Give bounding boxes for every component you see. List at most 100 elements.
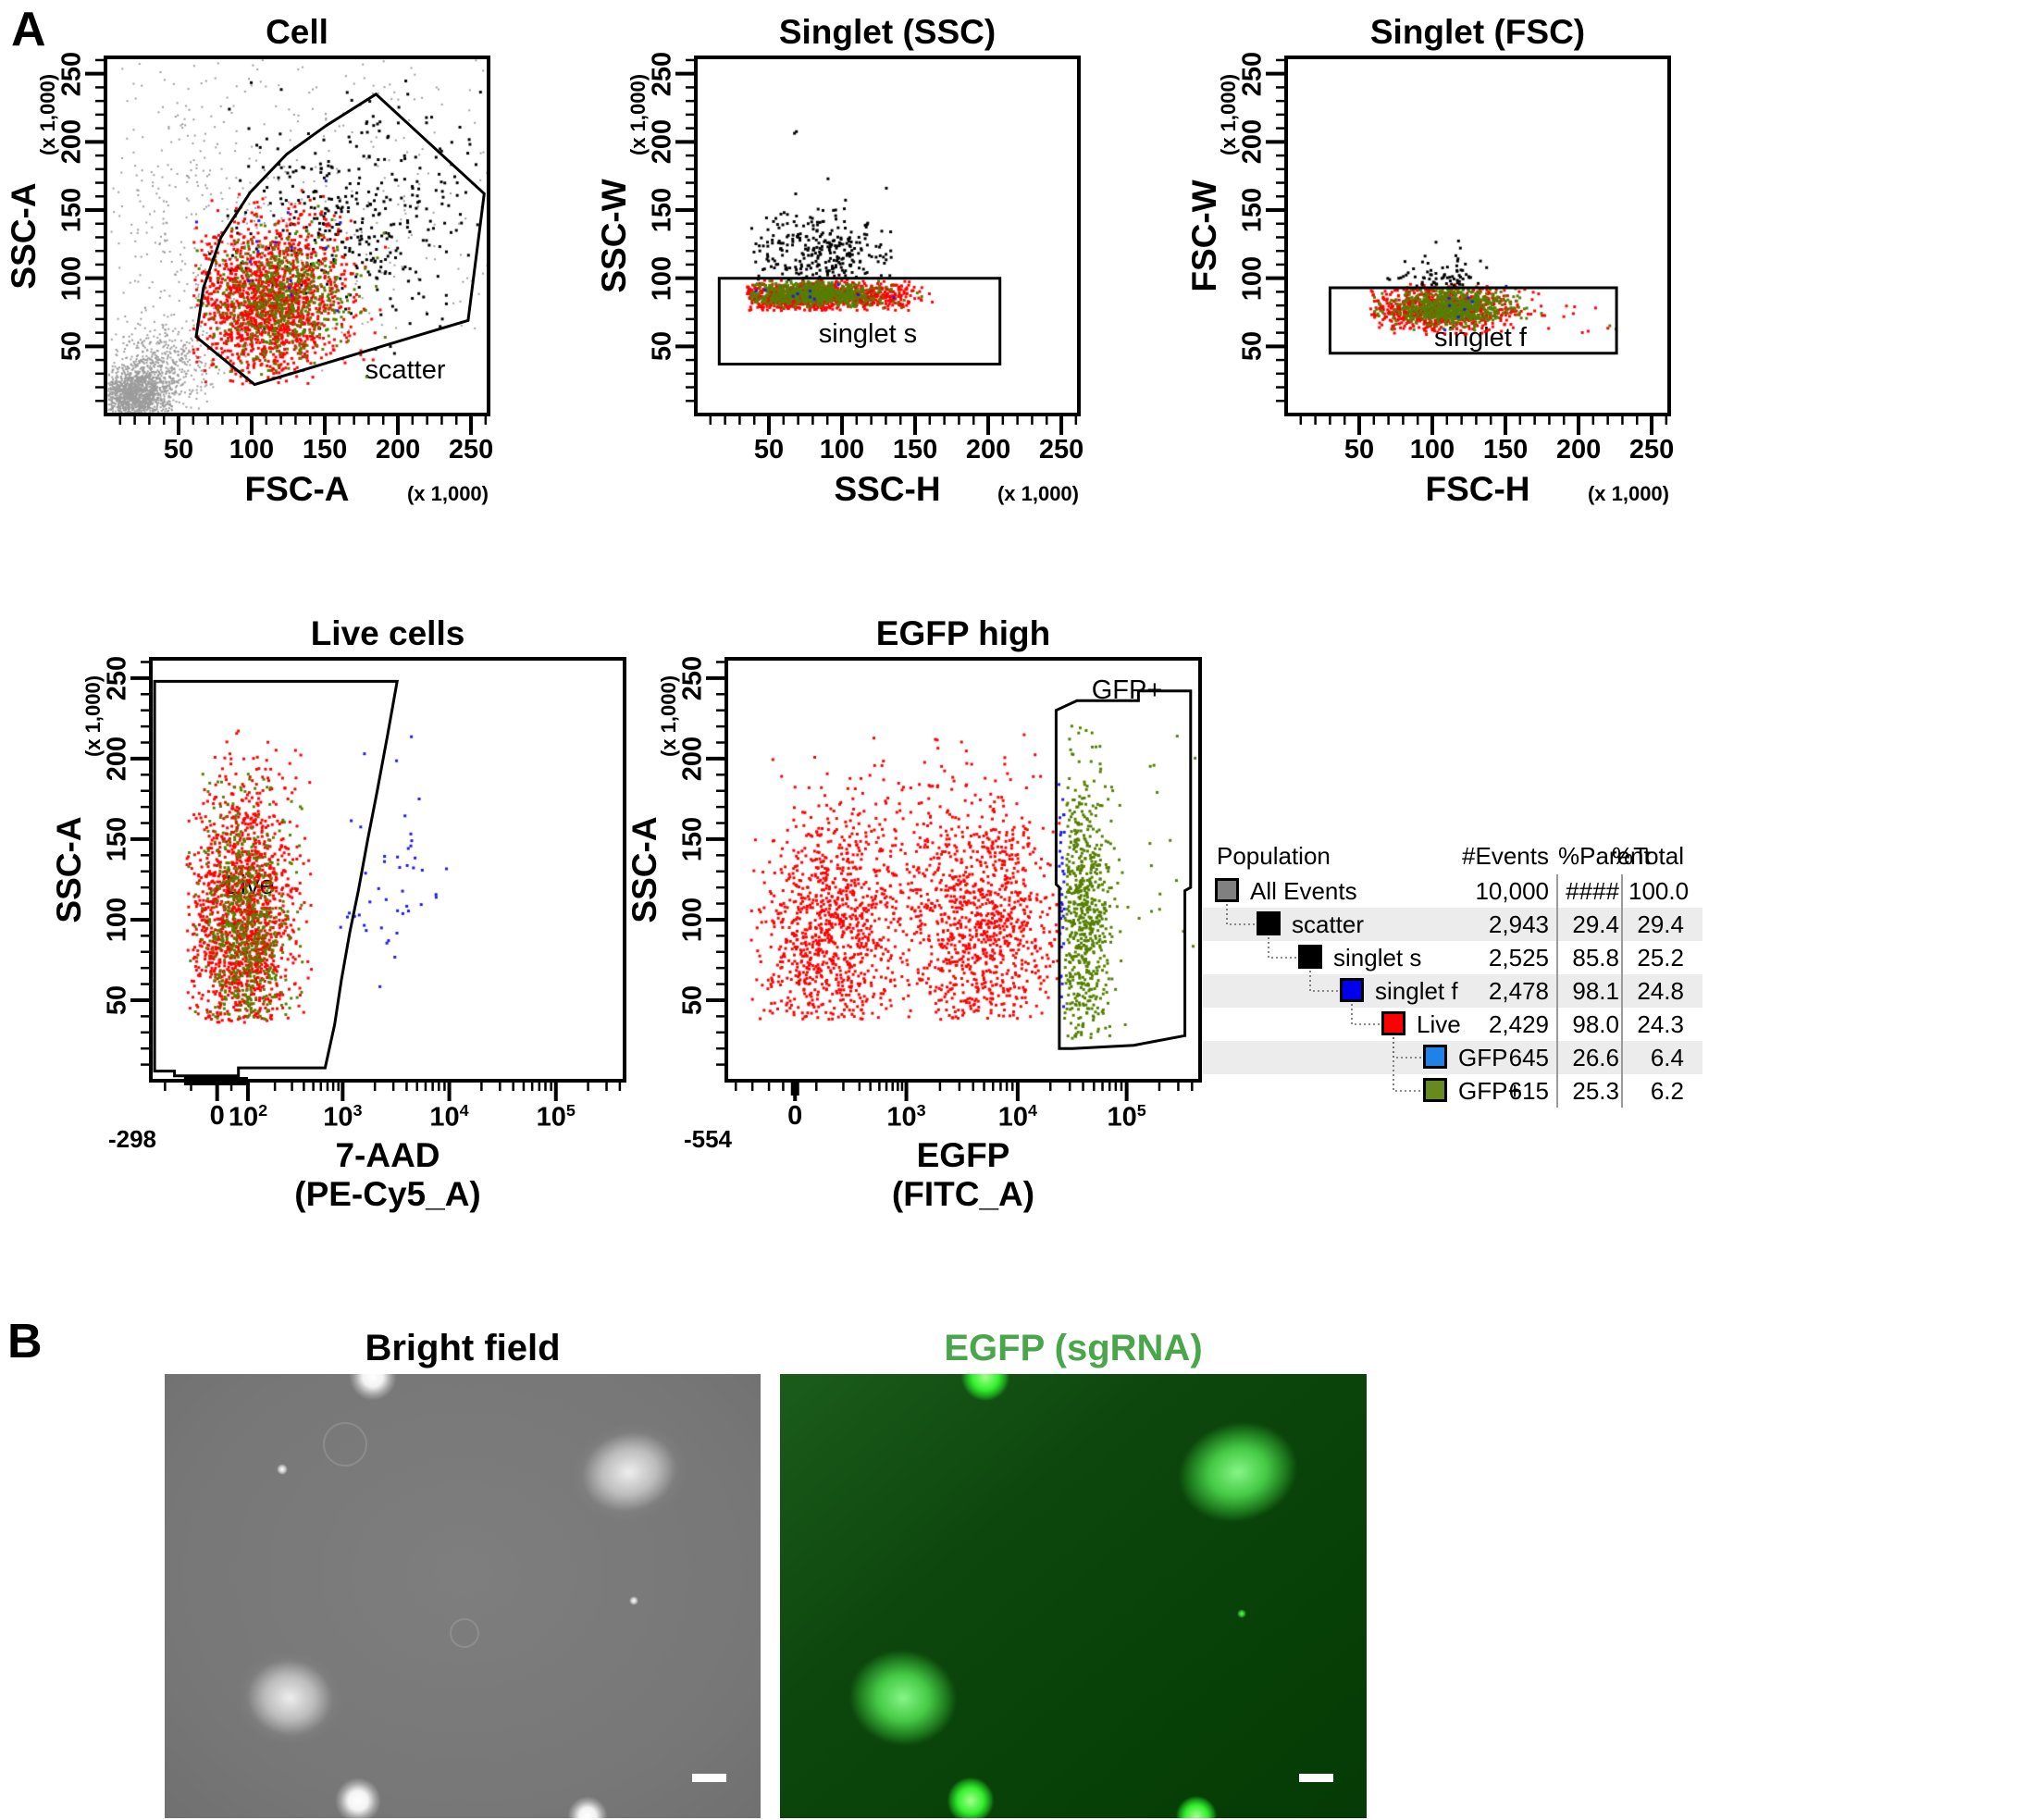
bright-field-image bbox=[165, 1374, 761, 1818]
x-tick-label: 200 bbox=[1555, 435, 1602, 464]
percent-parent-value: 26.6 bbox=[1572, 1044, 1619, 1071]
x-tick-label: 200 bbox=[965, 435, 1011, 464]
population-swatch bbox=[1298, 945, 1322, 969]
population-row-gfp: GFP 645 26.6 6.4 bbox=[1203, 1041, 1702, 1074]
y-tick-label: 150 bbox=[647, 187, 677, 233]
plot-title: Live cells bbox=[310, 614, 465, 652]
y-tick-label: 150 bbox=[677, 816, 708, 862]
y-tick-label: 50 bbox=[647, 331, 677, 362]
y-tick-label: 250 bbox=[102, 655, 132, 701]
y-tick-label: 150 bbox=[1237, 187, 1268, 233]
cell-colony bbox=[450, 1618, 479, 1649]
y-tick-label: 200 bbox=[1237, 119, 1268, 165]
x-tick-label: 0 bbox=[787, 1101, 803, 1131]
y-axis-title: SSC-W bbox=[595, 179, 633, 293]
x-axis-title: FSC-H bbox=[1425, 470, 1530, 508]
y-tick-label: 100 bbox=[1237, 255, 1268, 301]
y-tick-label: 250 bbox=[56, 51, 87, 96]
cell-colony bbox=[628, 1595, 638, 1605]
x-axis-multiplier: (x 1,000) bbox=[997, 482, 1079, 505]
x-tick-label: 105 bbox=[1107, 1101, 1146, 1133]
x-tick-label: 250 bbox=[1038, 435, 1084, 464]
population-swatch bbox=[1215, 878, 1239, 902]
percent-parent-value: 85.8 bbox=[1572, 944, 1619, 972]
y-tick-label: 250 bbox=[647, 51, 677, 96]
y-tick-label: 200 bbox=[677, 736, 708, 782]
table-column-divider bbox=[1621, 874, 1623, 1108]
population-swatch bbox=[1340, 978, 1364, 1002]
scatter-canvas bbox=[1286, 57, 1669, 415]
egfp-fluorescence-image bbox=[780, 1374, 1367, 1818]
percent-parent-value: #### bbox=[1566, 877, 1619, 905]
events-value: 10,000 bbox=[1475, 877, 1549, 905]
population-name: scatter bbox=[1292, 910, 1365, 938]
cell-colony bbox=[1152, 1395, 1323, 1548]
population-name: Live bbox=[1417, 1010, 1461, 1038]
scale-bar bbox=[1299, 1774, 1334, 1782]
cell-colony bbox=[329, 1771, 388, 1818]
egfp-title: EGFP (sgRNA) bbox=[944, 1328, 1203, 1368]
population-row-gfp-plus: GFP+ 615 25.3 6.2 bbox=[1203, 1074, 1702, 1108]
y-axis-title: FSC-W bbox=[1185, 180, 1223, 292]
events-value: 2,429 bbox=[1488, 1010, 1549, 1038]
cell-colony bbox=[544, 1395, 715, 1548]
x-tick-label: 50 bbox=[753, 435, 785, 464]
events-value: 645 bbox=[1508, 1044, 1549, 1071]
y-tick-label: 200 bbox=[102, 736, 132, 782]
y-axis-title: SSC-A bbox=[625, 816, 663, 923]
y-tick-label: 100 bbox=[56, 255, 87, 301]
population-row-all-events: All Events 10,000 #### 100.0 bbox=[1203, 874, 1702, 908]
population-row-singlet-f: singlet f 2,478 98.1 24.8 bbox=[1203, 974, 1702, 1008]
y-tick-label: 150 bbox=[56, 187, 87, 233]
x-axis-subtitle: (FITC_A) bbox=[891, 1175, 1035, 1213]
y-tick-label: 50 bbox=[677, 984, 708, 1016]
scale-bar bbox=[691, 1774, 726, 1782]
x-tick-label: 50 bbox=[163, 435, 194, 464]
x-tick-label: 103 bbox=[323, 1101, 363, 1133]
scatter-canvas bbox=[696, 57, 1079, 415]
cell-colony bbox=[1171, 1790, 1222, 1818]
x-tick-label: 200 bbox=[375, 435, 421, 464]
percent-parent-value: 29.4 bbox=[1572, 910, 1619, 938]
x-axis-min-label: -554 bbox=[683, 1125, 733, 1153]
scatter-canvas bbox=[726, 659, 1200, 1081]
x-axis-title: SSC-H bbox=[834, 470, 941, 508]
x-tick-label: 250 bbox=[1628, 435, 1675, 464]
x-axis-multiplier: (x 1,000) bbox=[1587, 482, 1669, 505]
cell-colony bbox=[955, 1374, 1015, 1406]
plot-title: Singlet (FSC) bbox=[1369, 13, 1586, 51]
cell-colony bbox=[217, 1632, 363, 1764]
events-value: 2,943 bbox=[1488, 910, 1549, 938]
percent-total-value: 24.3 bbox=[1637, 1010, 1684, 1038]
percent-total-value: 100.0 bbox=[1628, 877, 1690, 905]
x-tick-label: 150 bbox=[302, 435, 348, 464]
x-axis-title: EGFP bbox=[916, 1136, 1010, 1174]
population-swatch bbox=[1423, 1078, 1447, 1102]
population-name: singlet s bbox=[1333, 944, 1422, 972]
column-header-total: %Total bbox=[1611, 842, 1684, 870]
population-name: singlet f bbox=[1375, 977, 1458, 1005]
y-tick-label: 100 bbox=[102, 897, 132, 943]
y-tick-label: 250 bbox=[677, 655, 708, 701]
population-name: GFP bbox=[1458, 1044, 1508, 1071]
scatter-canvas bbox=[105, 57, 489, 415]
x-tick-label: 104 bbox=[997, 1101, 1038, 1133]
population-swatch bbox=[1381, 1011, 1405, 1035]
events-value: 2,478 bbox=[1488, 977, 1549, 1005]
y-tick-label: 200 bbox=[647, 119, 677, 165]
cell-colony bbox=[831, 1632, 976, 1764]
y-tick-label: 50 bbox=[1237, 331, 1268, 362]
x-tick-label: 102 bbox=[228, 1101, 268, 1133]
x-tick-label: 150 bbox=[1482, 435, 1529, 464]
cell-colony bbox=[563, 1790, 613, 1818]
panel-a-label: A bbox=[11, 3, 46, 56]
percent-parent-value: 98.1 bbox=[1572, 977, 1619, 1005]
percent-total-value: 24.8 bbox=[1637, 977, 1684, 1005]
population-row-singlet-s: singlet s 2,525 85.8 25.2 bbox=[1203, 941, 1702, 974]
y-tick-label: 50 bbox=[102, 984, 132, 1016]
percent-total-value: 6.4 bbox=[1650, 1044, 1684, 1071]
cell-colony bbox=[323, 1422, 368, 1467]
population-row-scatter: scatter 2,943 29.4 29.4 bbox=[1203, 908, 1702, 941]
percent-total-value: 25.2 bbox=[1637, 944, 1684, 972]
x-tick-label: 250 bbox=[448, 435, 494, 464]
